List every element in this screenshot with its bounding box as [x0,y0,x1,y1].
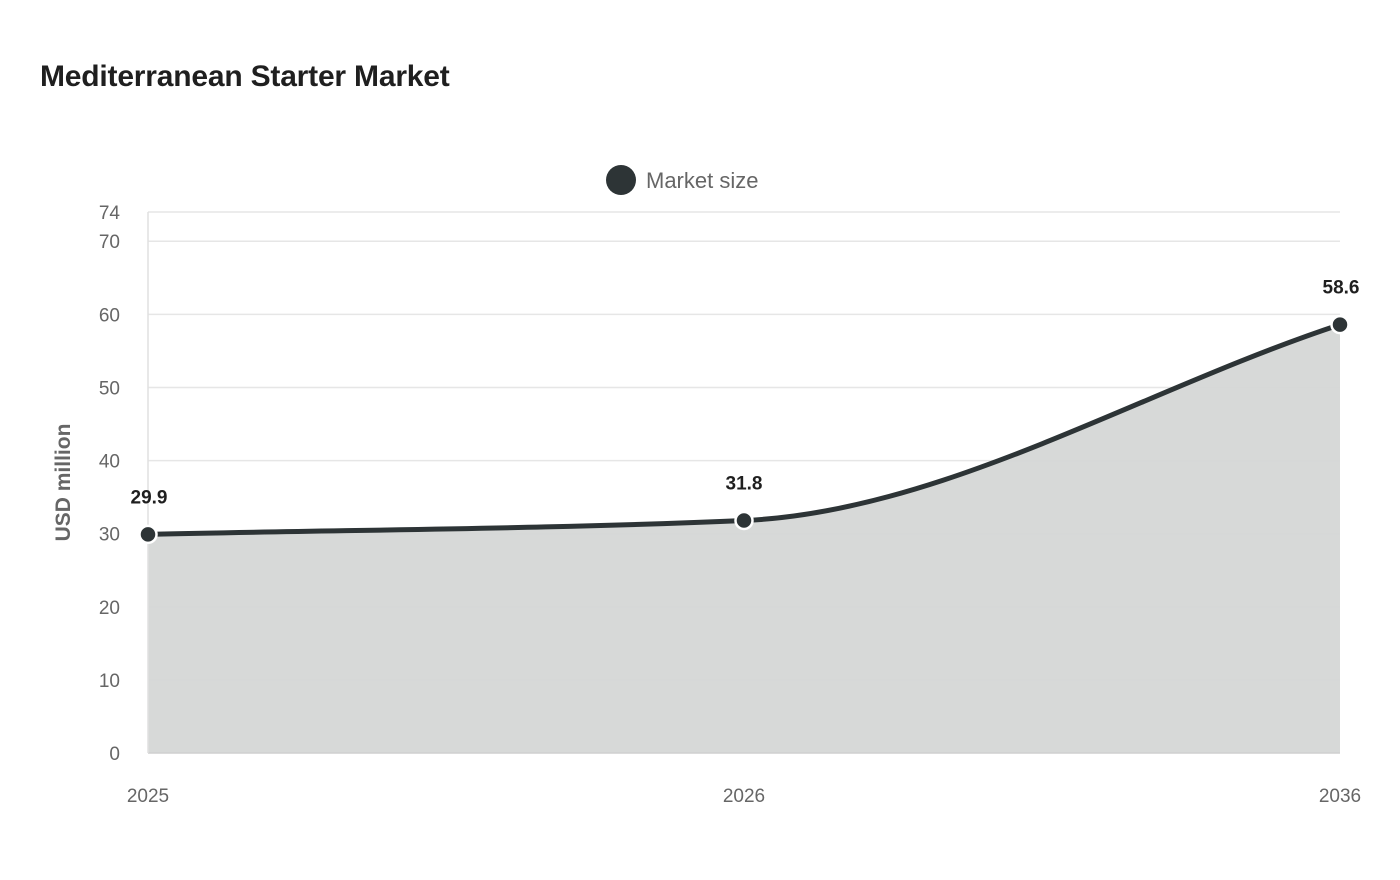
data-markers [138,314,1350,545]
data-label-2025: 29.9 [131,487,168,508]
y-tick-label-40: 40 [99,452,120,473]
data-point-2036[interactable] [1330,314,1350,335]
chart-title: Mediterranean Starter Market [40,60,450,93]
x-tick-labels: 2025 2026 2036 [127,786,1361,807]
legend-label: Market size [646,168,758,193]
x-tick-label-2036: 2036 [1319,786,1361,807]
legend[interactable]: Market size [606,165,758,195]
y-tick-labels: 0 10 20 30 40 50 60 70 74 [99,203,121,765]
y-tick-label-74: 74 [99,203,121,224]
y-axis-title: USD million [52,424,75,542]
y-tick-label-30: 30 [99,525,120,546]
y-tick-label-20: 20 [99,598,120,619]
data-labels: 29.9 31.8 58.6 [131,278,1360,509]
data-point-2026[interactable] [734,510,754,531]
y-tick-label-10: 10 [99,671,120,692]
data-point-2025[interactable] [138,524,158,545]
x-tick-label-2026: 2026 [723,786,765,807]
series-area [148,324,1340,753]
y-tick-label-0: 0 [109,744,120,765]
x-tick-label-2025: 2025 [127,786,169,807]
legend-marker-icon [606,165,636,195]
data-label-2036: 58.6 [1323,278,1360,299]
data-label-2026: 31.8 [726,474,763,495]
y-tick-label-50: 50 [99,378,120,399]
y-tick-label-60: 60 [99,305,120,326]
y-tick-label-70: 70 [99,232,120,253]
